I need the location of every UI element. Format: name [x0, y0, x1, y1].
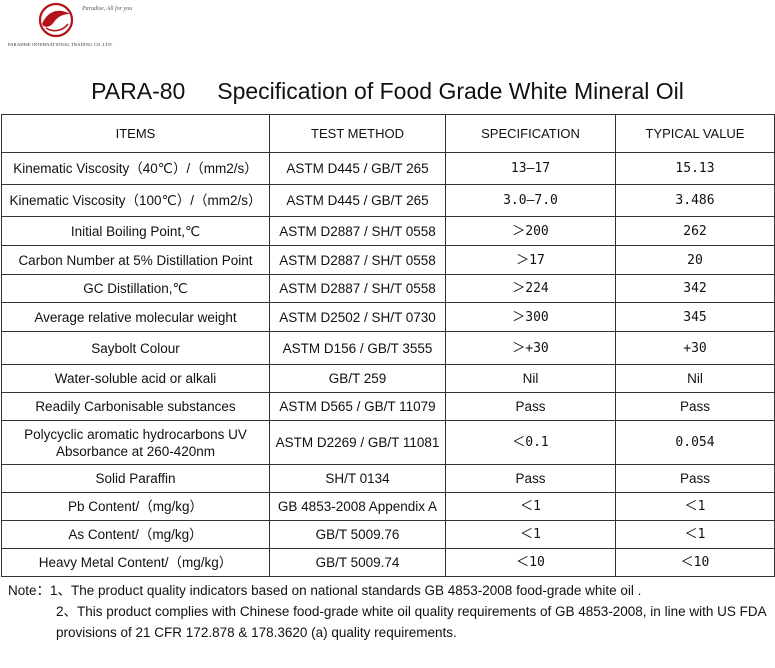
- logo-tagline: Paradise, All for you: [82, 6, 133, 12]
- row-method: ASTM D2887 / SH/T 0558: [269, 245, 446, 275]
- row-method: ASTM D2502 / SH/T 0730: [269, 302, 446, 332]
- row-item: Solid Paraffin: [1, 464, 270, 493]
- logo-company-name: PARADISE INTERNATIONAL TRADING CO.,LTD.: [8, 42, 113, 47]
- header-typical-value: TYPICAL VALUE: [615, 114, 775, 153]
- row-method: ASTM D156 / GB/T 3555: [269, 331, 446, 365]
- row-method: ASTM D565 / GB/T 11079: [269, 392, 446, 421]
- row-item: Polycyclic aromatic hydrocarbons UV Abso…: [1, 420, 270, 465]
- row-method: ASTM D2887 / SH/T 0558: [269, 216, 446, 246]
- row-item: Heavy Metal Content/（mg/kg）: [1, 548, 270, 577]
- row-spec: 13—17: [445, 152, 616, 185]
- row-method: ASTM D445 / GB/T 265: [269, 184, 446, 217]
- row-spec: Nil: [445, 364, 616, 393]
- row-item: As Content/（mg/kg）: [1, 520, 270, 549]
- row-method: SH/T 0134: [269, 464, 446, 493]
- row-item: Water-soluble acid or alkali: [1, 364, 270, 393]
- row-typical: 345: [615, 302, 775, 332]
- table-row: Average relative molecular weight ASTM D…: [1, 302, 775, 332]
- page-title: PARA-80 Specification of Food Grade Whit…: [91, 78, 684, 104]
- row-spec: ＞200: [445, 216, 616, 246]
- row-spec: ＜1: [445, 520, 616, 549]
- row-method: GB 4853-2008 Appendix A: [269, 492, 446, 521]
- table-row: Initial Boiling Point,℃ ASTM D2887 / SH/…: [1, 216, 775, 246]
- table-row: Water-soluble acid or alkali GB/T 259 Ni…: [1, 364, 775, 393]
- row-typical: ＜1: [615, 492, 775, 521]
- row-typical: 3.486: [615, 184, 775, 217]
- row-typical: 0.054: [615, 420, 775, 465]
- row-spec: 3.0—7.0: [445, 184, 616, 217]
- table-row: Polycyclic aromatic hydrocarbons UV Abso…: [1, 420, 775, 465]
- table-row: As Content/（mg/kg） GB/T 5009.76 ＜1 ＜1: [1, 520, 775, 549]
- logo-emblem-icon: [38, 2, 74, 38]
- table-row: Kinematic Viscosity（100℃）/（mm2/s） ASTM D…: [1, 184, 775, 217]
- note-line-1: Note：1、The product quality indicators ba…: [8, 583, 642, 598]
- row-item: Kinematic Viscosity（100℃）/（mm2/s）: [1, 184, 270, 217]
- row-typical: Pass: [615, 392, 775, 421]
- specification-table: ITEMS TEST METHOD SPECIFICATION TYPICAL …: [1, 114, 775, 577]
- row-typical: 20: [615, 245, 775, 275]
- table-row: Saybolt Colour ASTM D156 / GB/T 3555 ＞+3…: [1, 331, 775, 365]
- table-row: Carbon Number at 5% Distillation Point A…: [1, 245, 775, 275]
- row-item: Initial Boiling Point,℃: [1, 216, 270, 246]
- row-spec: ＞300: [445, 302, 616, 332]
- note-line-2: 2、This product complies with Chinese foo…: [56, 604, 766, 640]
- row-typical: ＜1: [615, 520, 775, 549]
- table-header-row: ITEMS TEST METHOD SPECIFICATION TYPICAL …: [1, 114, 775, 153]
- table-row: Readily Carbonisable substances ASTM D56…: [1, 392, 775, 421]
- row-spec: ＜1: [445, 492, 616, 521]
- row-spec: ＞224: [445, 274, 616, 303]
- row-typical: 342: [615, 274, 775, 303]
- row-spec: ＜0.1: [445, 420, 616, 465]
- header-items: ITEMS: [1, 114, 270, 153]
- row-typical: ＜10: [615, 548, 775, 577]
- row-spec: Pass: [445, 464, 616, 493]
- row-method: ASTM D2887 / SH/T 0558: [269, 274, 446, 303]
- header-test-method: TEST METHOD: [269, 114, 446, 153]
- row-method: ASTM D445 / GB/T 265: [269, 152, 446, 185]
- row-method: GB/T 259: [269, 364, 446, 393]
- row-item: Carbon Number at 5% Distillation Point: [1, 245, 270, 275]
- row-typical: Pass: [615, 464, 775, 493]
- row-spec: Pass: [445, 392, 616, 421]
- row-spec: ＞+30: [445, 331, 616, 365]
- table-row: Kinematic Viscosity（40℃）/（mm2/s） ASTM D4…: [1, 152, 775, 185]
- row-method: GB/T 5009.76: [269, 520, 446, 549]
- table-row: Pb Content/（mg/kg） GB 4853-2008 Appendix…: [1, 492, 775, 521]
- row-spec: ＜10: [445, 548, 616, 577]
- row-item: Readily Carbonisable substances: [1, 392, 270, 421]
- row-item: GC Distillation,℃: [1, 274, 270, 303]
- row-typical: 15.13: [615, 152, 775, 185]
- row-spec: ＞17: [445, 245, 616, 275]
- row-typical: Nil: [615, 364, 775, 393]
- row-item: Kinematic Viscosity（40℃）/（mm2/s）: [1, 152, 270, 185]
- table-row: Solid Paraffin SH/T 0134 Pass Pass: [1, 464, 775, 493]
- row-typical: +30: [615, 331, 775, 365]
- row-item: Saybolt Colour: [1, 331, 270, 365]
- row-method: GB/T 5009.74: [269, 548, 446, 577]
- row-item: Pb Content/（mg/kg）: [1, 492, 270, 521]
- header-specification: SPECIFICATION: [445, 114, 616, 153]
- company-logo: Paradise, All for you PARADISE INTERNATI…: [8, 2, 148, 58]
- table-row: Heavy Metal Content/（mg/kg） GB/T 5009.74…: [1, 548, 775, 577]
- notes-section: Note：1、The product quality indicators ba…: [8, 580, 768, 643]
- row-method: ASTM D2269 / GB/T 11081: [269, 420, 446, 465]
- row-item: Average relative molecular weight: [1, 302, 270, 332]
- table-row: GC Distillation,℃ ASTM D2887 / SH/T 0558…: [1, 274, 775, 303]
- row-typical: 262: [615, 216, 775, 246]
